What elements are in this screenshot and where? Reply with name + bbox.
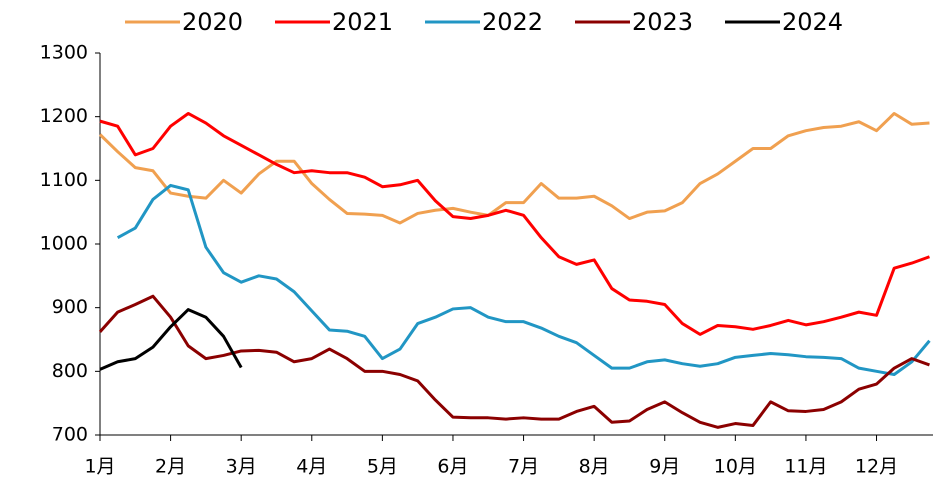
x-tick-label: 1月	[84, 456, 115, 478]
legend-label: 2022	[482, 8, 543, 36]
x-tick-label: 12月	[855, 456, 898, 478]
line-series	[98, 111, 930, 225]
x-tick-label: 3月	[226, 456, 257, 478]
legend-label: 2021	[332, 8, 393, 36]
y-tick-label: 1000	[40, 233, 88, 255]
x-tick-label: 9月	[649, 456, 680, 478]
y-tick-label: 800	[52, 360, 88, 382]
y-tick-label: 1100	[40, 169, 88, 191]
legend-label: 2023	[632, 8, 693, 36]
x-tick-label: 11月	[784, 456, 827, 478]
line-series	[116, 183, 931, 377]
x-tick-label: 2月	[155, 456, 186, 478]
y-tick-label: 700	[52, 424, 88, 446]
x-tick-label: 10月	[714, 456, 757, 478]
x-tick-label: 5月	[367, 456, 398, 478]
x-tick-label: 7月	[508, 456, 539, 478]
y-tick-label: 1200	[40, 105, 88, 127]
line-series	[99, 111, 930, 336]
y-tick-label: 1300	[40, 42, 88, 64]
line-series	[99, 308, 243, 371]
legend-label: 2024	[782, 8, 843, 36]
x-tick-label: 8月	[579, 456, 610, 478]
y-tick-label: 900	[52, 296, 88, 318]
x-tick-label: 6月	[437, 456, 468, 478]
x-tick-label: 4月	[296, 456, 327, 478]
line-series	[98, 294, 930, 429]
legend-label: 2020	[182, 8, 243, 36]
